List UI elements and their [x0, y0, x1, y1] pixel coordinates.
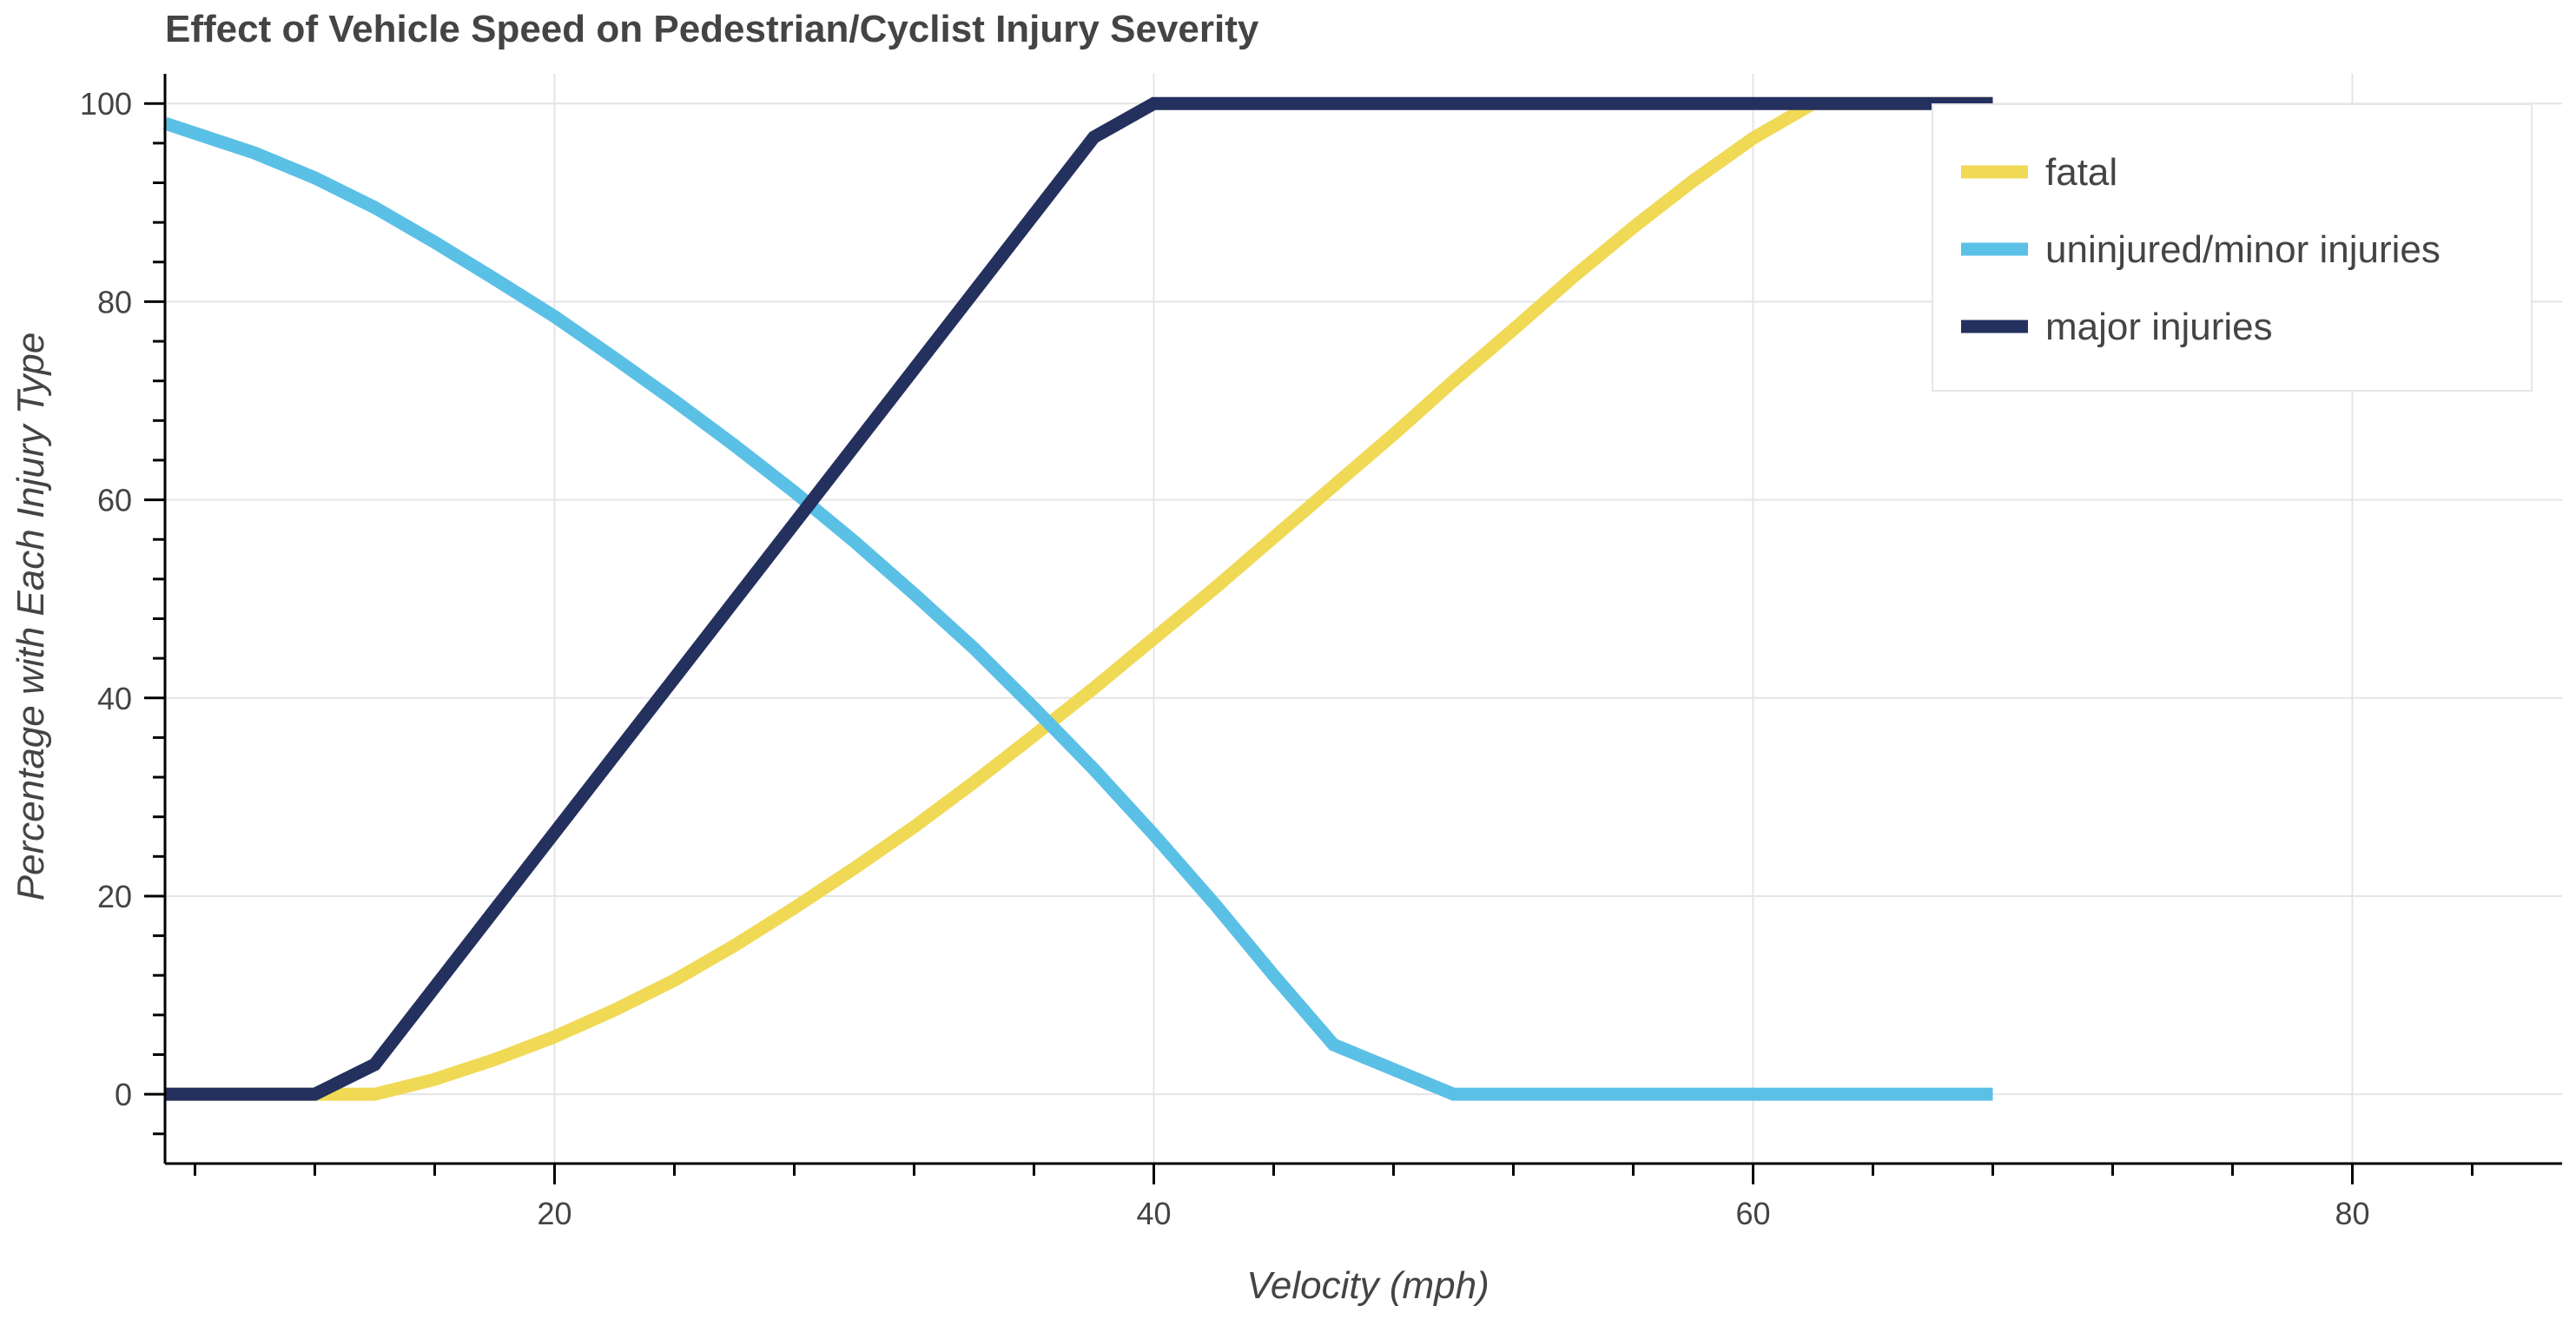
y-tick-label: 0 [115, 1077, 132, 1112]
y-axis-label: Percentage with Each Injury Type [10, 333, 52, 901]
series-line-2 [162, 116, 1993, 1101]
x-tick-label: 20 [537, 1196, 571, 1231]
legend-label: major injuries [2045, 306, 2273, 348]
series-line-1 [165, 96, 1993, 1101]
x-axis-label: Velocity (mph) [1246, 1264, 1489, 1307]
chart-title: Effect of Vehicle Speed on Pedestrian/Cy… [165, 8, 1259, 50]
x-tick-label: 40 [1136, 1196, 1171, 1231]
series-lines [162, 96, 1993, 1101]
y-tick-label: 20 [97, 879, 132, 914]
x-tick-label: 80 [2335, 1196, 2369, 1231]
x-tick-label: 60 [1735, 1196, 1770, 1231]
y-tick-label: 40 [97, 681, 132, 716]
legend: fatal uninjured/minor injuries major injur… [1932, 103, 2533, 392]
series-line-3 [165, 96, 1993, 1101]
axes [144, 74, 2562, 1184]
y-tick-label: 60 [97, 483, 132, 518]
legend-label: fatal [2045, 151, 2117, 194]
y-tick-label: 80 [97, 284, 132, 320]
tick-labels: 20 40 60 80 0 20 40 60 80 100 [80, 86, 2370, 1231]
legend-box [1932, 103, 2533, 392]
legend-label: uninjured/minor injuries [2045, 228, 2441, 271]
y-tick-label: 100 [80, 86, 132, 122]
